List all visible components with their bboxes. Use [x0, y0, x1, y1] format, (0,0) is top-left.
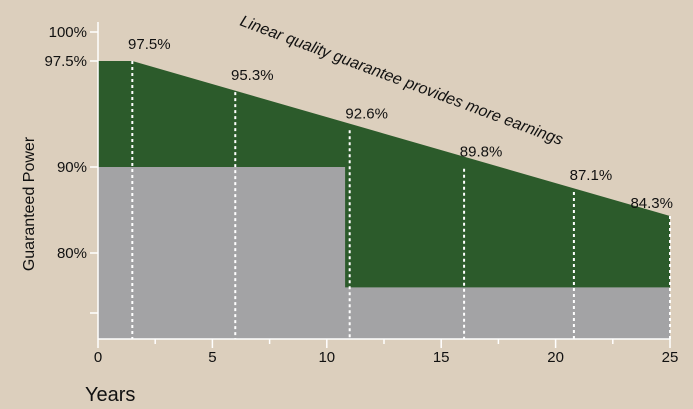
x-tick-label: 15: [433, 349, 450, 366]
step-guarantee-area: [98, 167, 670, 339]
x-tick-label: 5: [208, 349, 216, 366]
data-label: 92.6%: [345, 105, 388, 122]
x-tick-label: 10: [318, 349, 335, 366]
x-tick-label: 20: [547, 349, 564, 366]
x-tick-label: 0: [94, 349, 102, 366]
chart-labels: 97.5% 95.3% 92.6% 89.8% 87.1% 84.3% 100% 97.5% 9…: [44, 24, 678, 366]
y-axis-label: Guaranteed Power: [21, 136, 38, 271]
chart-areas: [98, 61, 670, 339]
x-axis-label: Years: [85, 384, 135, 406]
data-label: 89.8%: [460, 144, 503, 161]
y-tick-label: 100%: [49, 24, 87, 41]
data-label: 84.3%: [630, 195, 673, 212]
data-label: 97.5%: [128, 36, 171, 53]
y-tick-label: 80%: [57, 245, 87, 262]
y-tick-label: 97.5%: [44, 53, 87, 70]
x-tick-label: 25: [662, 349, 679, 366]
data-label: 87.1%: [570, 167, 613, 184]
y-tick-label: 90%: [57, 159, 87, 176]
data-label: 95.3%: [231, 67, 274, 84]
value-guides: [131, 61, 671, 339]
chart-axes: [90, 22, 671, 348]
